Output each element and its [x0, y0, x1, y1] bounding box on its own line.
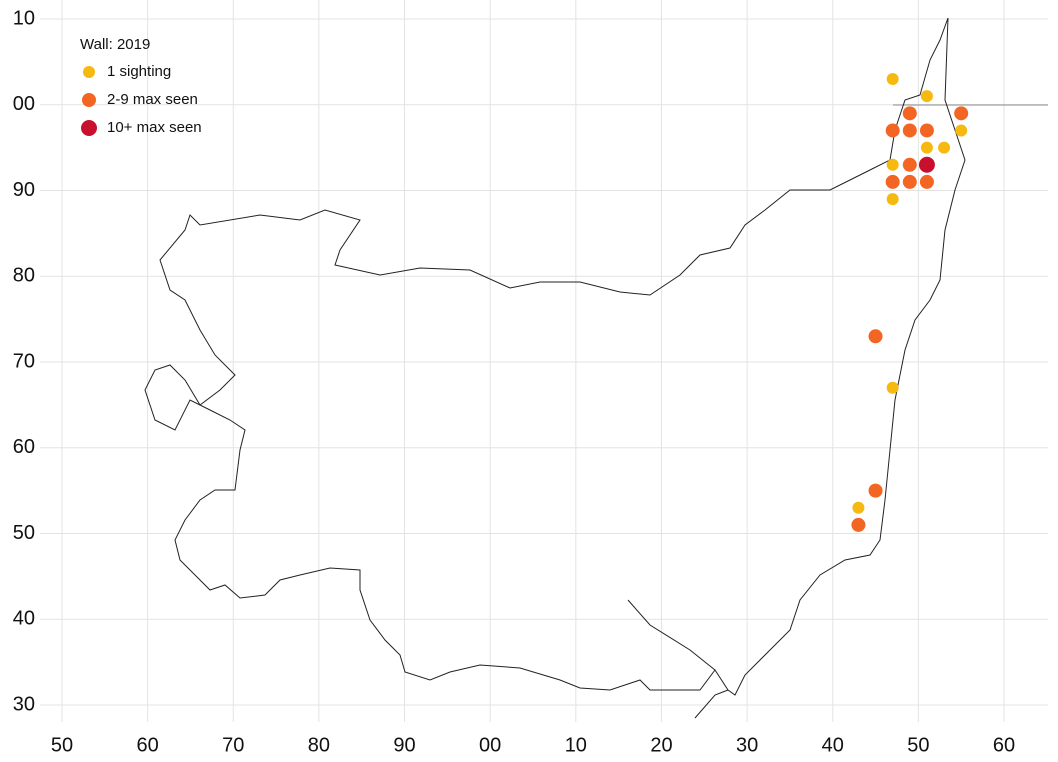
sighting-dot	[886, 193, 899, 206]
sighting-dot	[851, 517, 866, 532]
x-tick-label: 80	[308, 734, 330, 756]
sighting-dot	[902, 174, 917, 189]
sighting-dot	[852, 501, 865, 514]
y-tick-label: 70	[13, 350, 35, 372]
y-tick-label: 80	[13, 265, 35, 287]
sighting-dot	[886, 381, 899, 394]
legend-label: 2-9 max seen	[107, 91, 198, 108]
sighting-dot	[885, 123, 900, 138]
x-tick-label: 20	[650, 734, 672, 756]
legend-swatch	[82, 93, 96, 107]
y-tick-label: 60	[13, 436, 35, 458]
sighting-dot	[902, 123, 917, 138]
x-tick-label: 10	[565, 734, 587, 756]
x-tick-label: 40	[822, 734, 844, 756]
sighting-dot	[920, 90, 933, 103]
county-outline	[144, 17, 966, 696]
x-tick-label: 50	[907, 734, 929, 756]
sighting-dot	[919, 123, 934, 138]
legend-swatch	[83, 66, 95, 78]
sighting-dot	[954, 106, 969, 121]
sighting-dot	[920, 141, 933, 154]
sighting-dot	[886, 158, 899, 171]
sighting-dot	[955, 124, 968, 137]
legend-title: Wall: 2019	[80, 36, 150, 53]
y-tick-label: 00	[13, 93, 35, 115]
legend-label: 10+ max seen	[107, 119, 202, 136]
y-tick-label: 40	[13, 608, 35, 630]
sighting-dot	[902, 157, 917, 172]
sighting-dot	[902, 106, 917, 121]
x-tick-label: 30	[736, 734, 758, 756]
x-tick-label: 00	[479, 734, 501, 756]
x-tick-label: 60	[993, 734, 1015, 756]
grid	[40, 0, 1048, 722]
sighting-dot	[938, 141, 951, 154]
estuary	[627, 599, 729, 719]
sighting-dot	[868, 329, 883, 344]
x-tick-label: 90	[393, 734, 415, 756]
y-tick-label: 10	[13, 7, 35, 29]
x-tick-label: 70	[222, 734, 244, 756]
sighting-dot	[918, 156, 935, 173]
legend-label: 1 sighting	[107, 63, 171, 80]
sighting-dot	[886, 73, 899, 86]
y-tick-label: 50	[13, 522, 35, 544]
x-tick-label: 60	[137, 734, 159, 756]
legend-swatch	[81, 120, 97, 136]
y-tick-label: 30	[13, 693, 35, 715]
sighting-dot	[919, 174, 934, 189]
x-tick-label: 50	[51, 734, 73, 756]
sighting-dot	[868, 483, 883, 498]
sighting-dot	[885, 174, 900, 189]
y-tick-label: 90	[13, 179, 35, 201]
